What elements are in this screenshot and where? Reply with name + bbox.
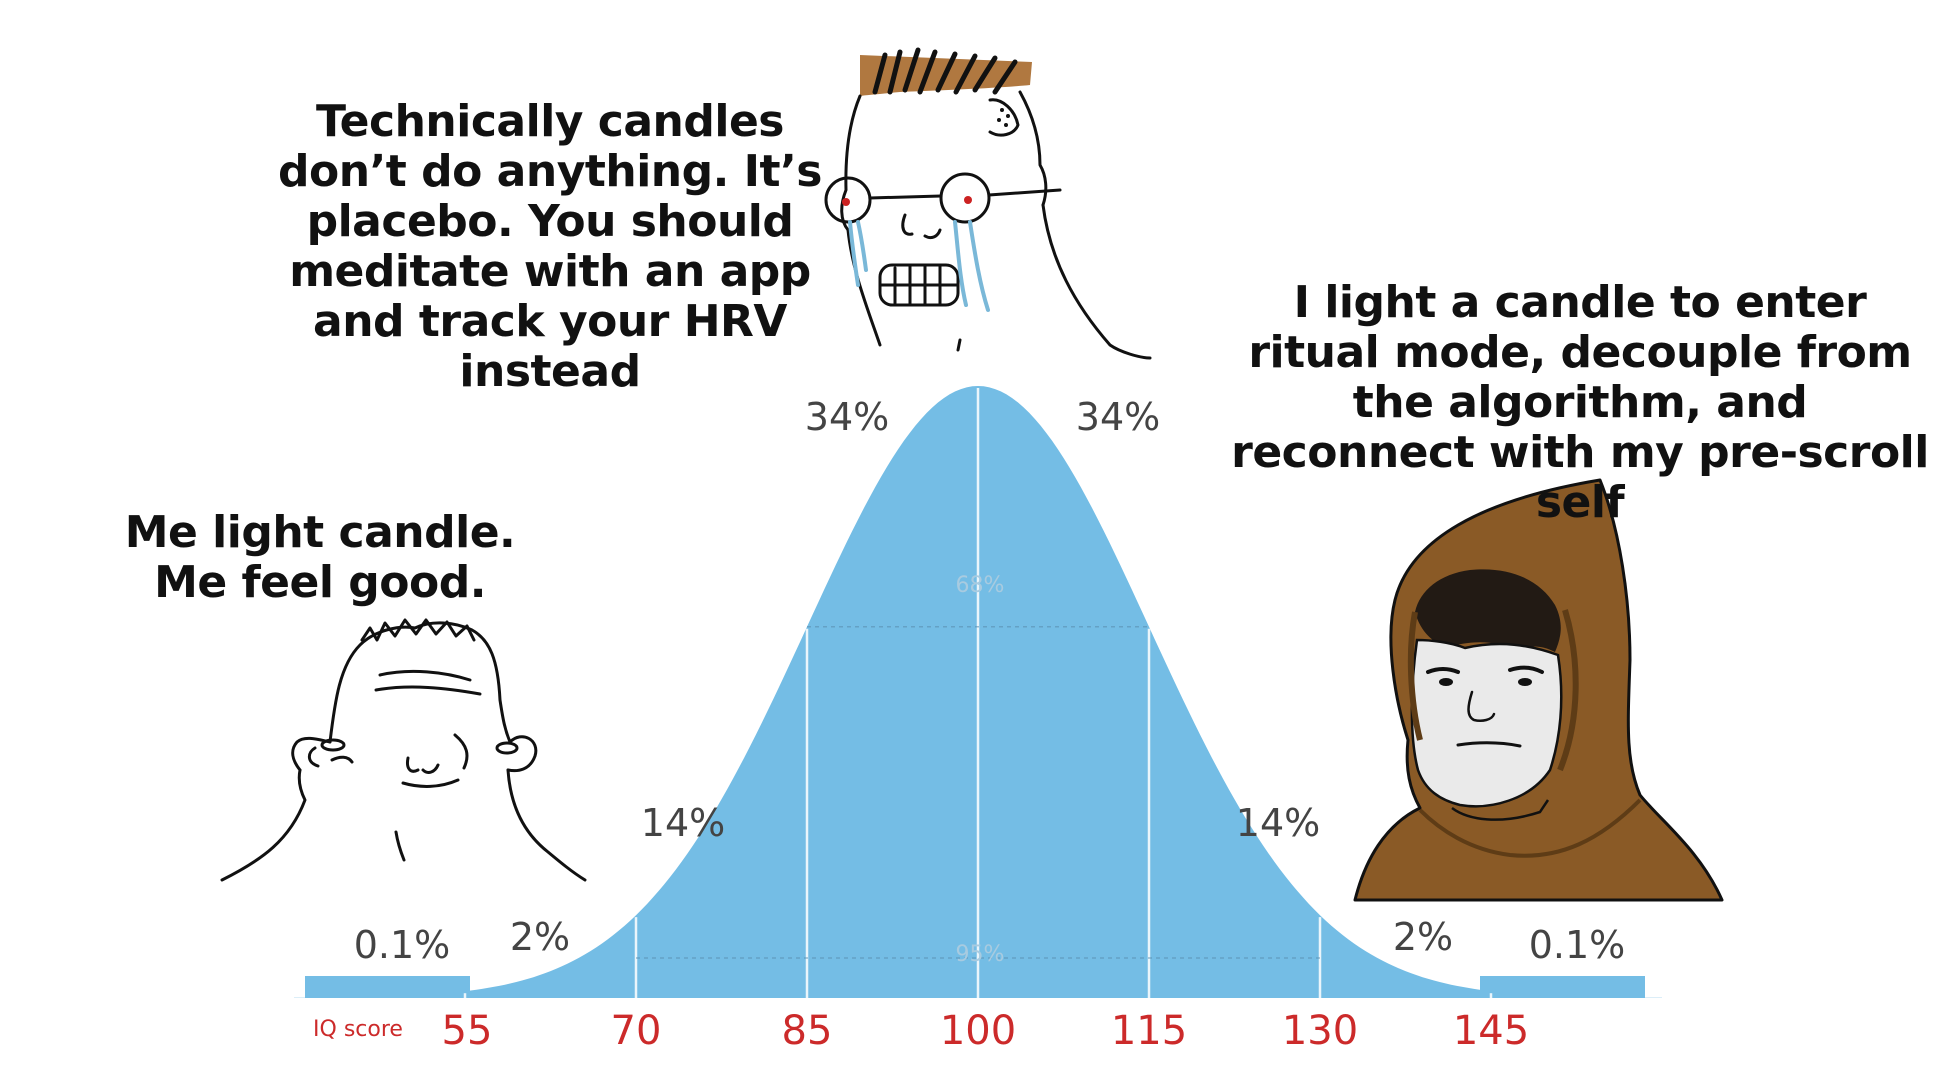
tail-band-right — [1480, 976, 1645, 998]
caption-right: I light a candle to enter ritual mode, d… — [1231, 277, 1929, 528]
x-tick-label-55: 55 — [442, 1008, 493, 1054]
crying-glasses-wojak-icon — [824, 47, 1152, 360]
segment-label-34-right: 34% — [1076, 395, 1160, 439]
tail-band-left — [305, 976, 470, 998]
range-label-95: 95% — [956, 942, 1005, 967]
x-axis-ticks: 55 70 85 100 115 130 145 — [442, 1008, 1530, 1054]
segment-label-34-left: 34% — [805, 395, 889, 439]
segment-label-0.1-right: 0.1% — [1529, 923, 1626, 967]
range-dashed-lines — [636, 626, 1320, 959]
hooded-monk-wojak-icon — [1353, 478, 1724, 902]
x-tick-label-70: 70 — [611, 1008, 662, 1054]
segment-label-2-left: 2% — [510, 915, 570, 959]
x-tick-label-115: 115 — [1111, 1008, 1187, 1054]
wojak-simple-face-icon — [220, 618, 587, 882]
x-tick-label-145: 145 — [1453, 1008, 1529, 1054]
iq-bell-curve-chart: 68% 95% 0.1% 2% 14% 34% 34% 14% 2% 0.1% … — [294, 386, 1662, 1054]
segment-label-14-left: 14% — [641, 801, 725, 845]
caption-middle: Technically candles don’t do anything. I… — [278, 96, 822, 397]
x-tick-label-85: 85 — [782, 1008, 833, 1054]
x-axis-label: IQ score — [313, 1017, 403, 1042]
range-label-68: 68% — [956, 573, 1005, 598]
segment-label-14-right: 14% — [1236, 801, 1320, 845]
caption-left: Me light candle. Me feel good. — [124, 507, 516, 608]
segment-label-2-right: 2% — [1393, 915, 1453, 959]
x-tick-label-100: 100 — [940, 1008, 1016, 1054]
x-tick-label-130: 130 — [1282, 1008, 1358, 1054]
segment-label-0.1-left: 0.1% — [354, 923, 451, 967]
